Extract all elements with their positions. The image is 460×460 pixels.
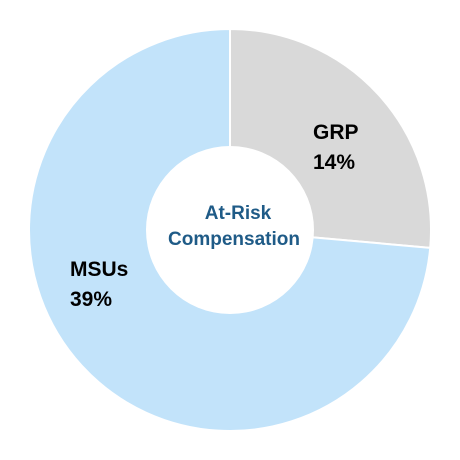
slice-value-label-msus: 39% [70,288,112,311]
center-title-line-2: Compensation [168,229,300,250]
donut-hole [146,146,314,314]
slice-value-label-grp: 14% [313,151,355,174]
slice-category-label-grp: GRP [313,121,359,144]
center-title-line-1: At-Risk [205,203,272,224]
slice-category-label-msus: MSUs [70,258,128,281]
